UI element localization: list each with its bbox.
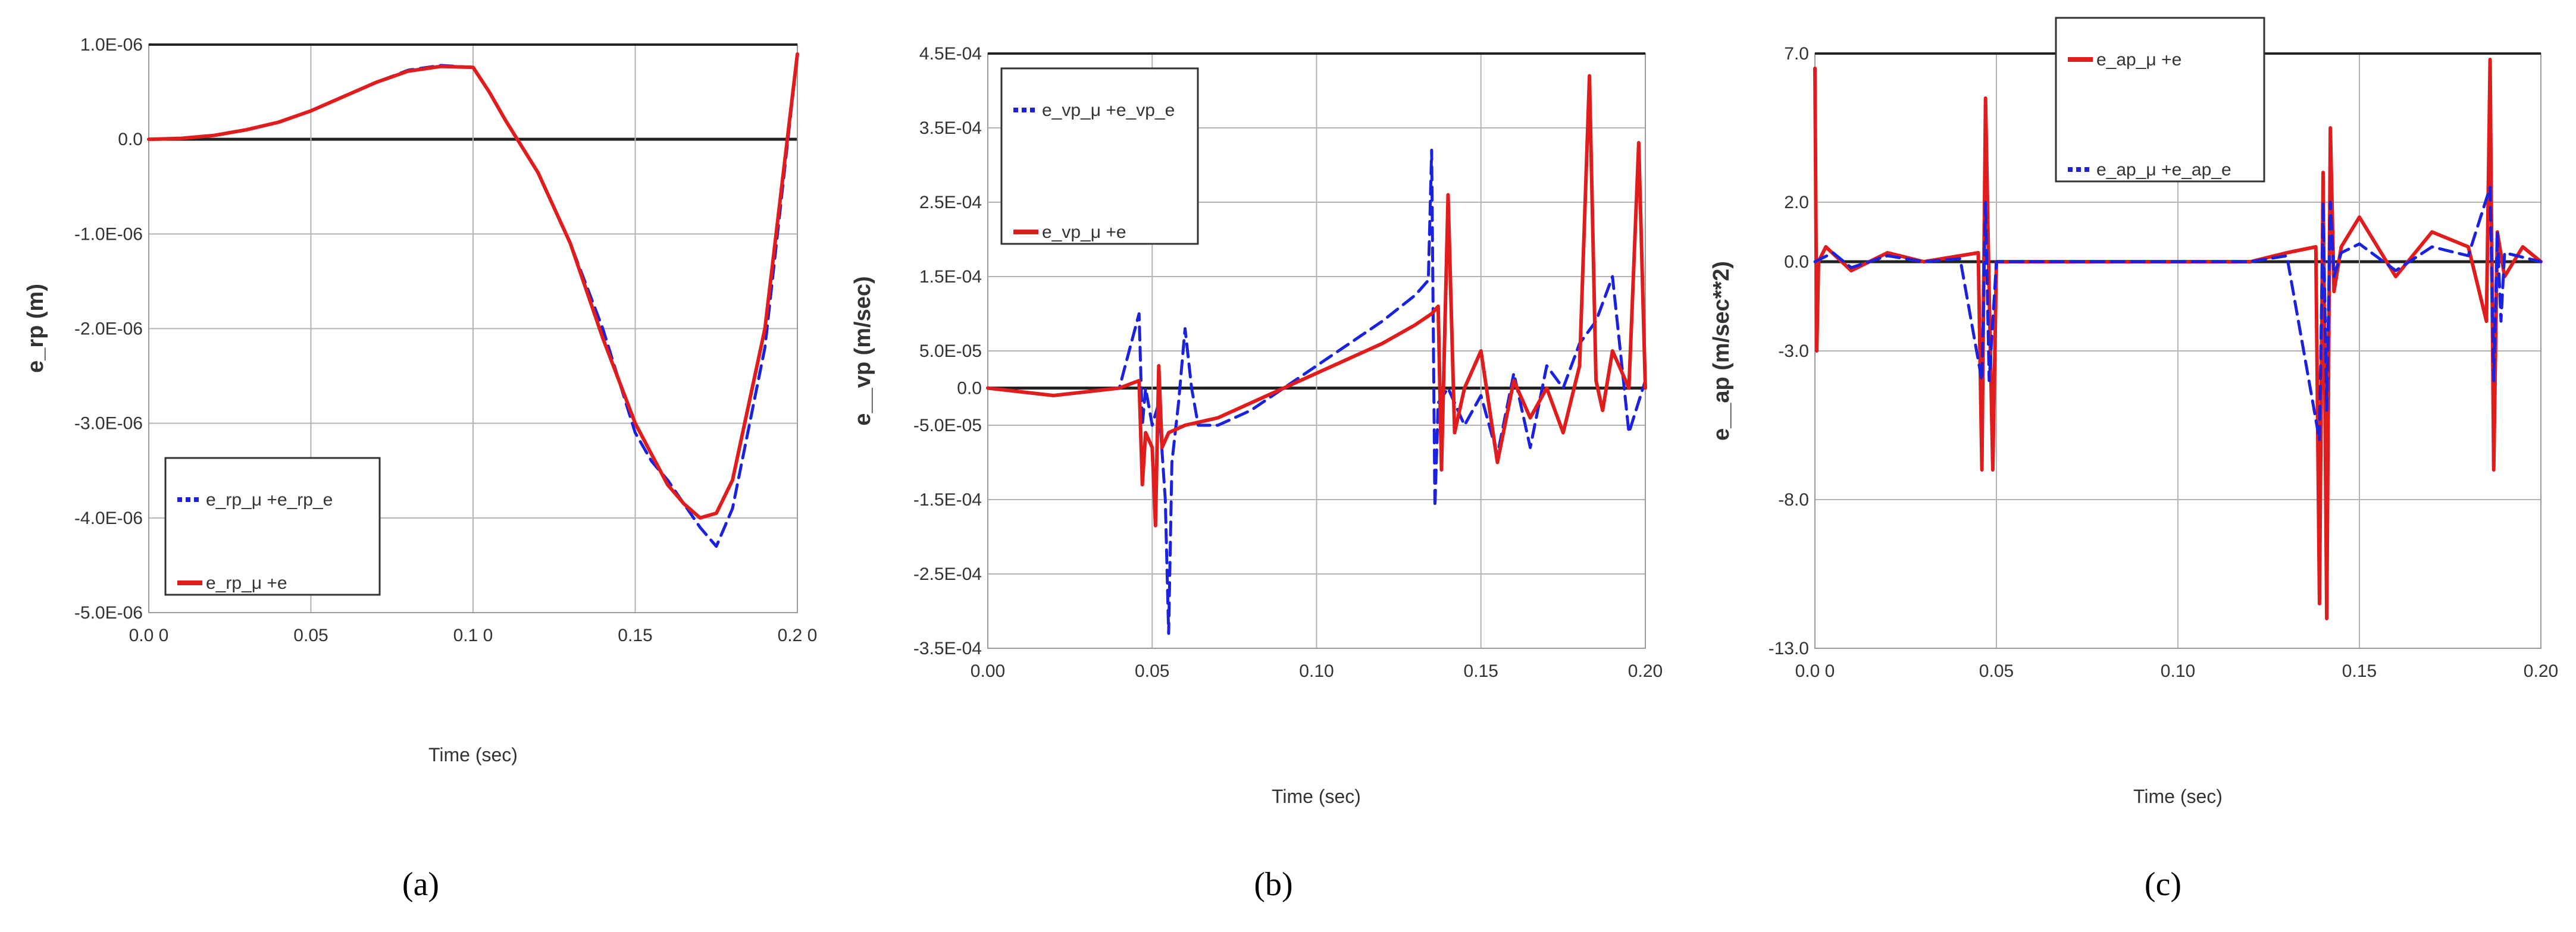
y-tick-label: -5.0E-06 — [74, 603, 143, 623]
x-tick-label: 0.10 — [1299, 661, 1334, 681]
x-axis-label: Time (sec) — [1272, 786, 1361, 807]
y-tick-label: -3.0E-06 — [74, 414, 143, 434]
y-tick-label: -5.0E-05 — [913, 416, 982, 435]
y-tick-label: 1.5E-04 — [919, 267, 982, 287]
y-tick-label: 4.5E-04 — [919, 44, 982, 64]
y-tick-label: 0.0 — [957, 379, 982, 398]
legend-box — [2055, 17, 2265, 183]
y-tick-label: -2.5E-04 — [913, 564, 982, 584]
x-tick-label: 0.2 0 — [778, 626, 818, 645]
x-tick-label: 0.15 — [618, 626, 652, 645]
legend: e_rp_μ +e_rp_e e_rp_μ +e — [164, 457, 381, 596]
y-tick-label: 0.0 — [118, 130, 143, 149]
x-tick-label: 0.00 — [971, 661, 1005, 681]
y-axis-label: e_rp (m) — [23, 284, 48, 373]
x-axis-label: Time (sec) — [2133, 786, 2223, 807]
y-tick-label: -4.0E-06 — [74, 509, 143, 528]
y-tick-label: -13.0 — [1769, 639, 1809, 658]
x-tick-label: 0.10 — [2161, 661, 2195, 681]
y-tick-label: 2.0 — [1784, 193, 1809, 212]
legend-box — [164, 457, 381, 596]
x-tick-label: 0.20 — [1628, 661, 1663, 681]
y-tick-label: 0.0 — [1784, 252, 1809, 272]
y-axis-label: e__vp (m/sec) — [850, 276, 875, 425]
legend-label: e_vp_μ +e_vp_e — [1042, 101, 1175, 120]
series-line-1 — [986, 149, 1647, 635]
series-line-1 — [1813, 58, 2543, 620]
legend: e_vp_μ +e_vp_e e_vp_μ +e — [1000, 67, 1199, 245]
series-line-2 — [986, 74, 1647, 528]
series-line-2 — [147, 52, 799, 520]
x-tick-label: 0.20 — [2524, 661, 2558, 681]
x-tick-label: 0.15 — [1464, 661, 1498, 681]
y-tick-label: 7.0 — [1784, 44, 1809, 64]
chart-panel-1: 1.0E-06 0.0 -1.0E-06 -2.0E-06 -3.0E-06 -4.0E-… — [23, 35, 817, 903]
y-tick-label: 5.0E-05 — [919, 341, 982, 361]
y-tick-label: -3.0 — [1778, 341, 1809, 361]
x-tick-label: 0.05 — [1979, 661, 2014, 681]
y-tick-label: 1.0E-06 — [80, 35, 143, 55]
legend: e_ap_μ +e e_ap_μ +e_ap_e — [2055, 17, 2265, 183]
legend-box — [1000, 67, 1199, 245]
x-tick-label: 0.05 — [293, 626, 328, 645]
x-tick-label: 0.0 0 — [129, 626, 169, 645]
y-tick-label: -1.0E-06 — [74, 224, 143, 244]
legend-label: e_rp_μ +e_rp_e — [206, 490, 333, 510]
x-axis-label: Time (sec) — [428, 744, 518, 765]
legend-label: e_ap_μ +e — [2096, 50, 2181, 70]
y-tick-label: 3.5E-04 — [919, 118, 982, 138]
y-tick-label: 2.5E-04 — [919, 193, 982, 212]
y-tick-label: -2.0E-06 — [74, 319, 143, 339]
y-axis-label: e__ap (m/sec**2) — [1709, 261, 1734, 441]
y-tick-label: -1.5E-04 — [913, 490, 982, 510]
chart-panel-3: 7.0 2.0 0.0 -3.0 -8.0 -13.0 0.0 0 0.05 0.10 0.15 0… — [1709, 17, 2558, 903]
panel-caption: (b) — [1254, 866, 1292, 903]
x-tick-label: 0.15 — [2342, 661, 2377, 681]
x-tick-label: 0.1 0 — [453, 626, 493, 645]
x-tick-label: 0.05 — [1135, 661, 1169, 681]
y-tick-label: -3.5E-04 — [913, 639, 982, 658]
chart-panel-2: 4.5E-04 3.5E-04 2.5E-04 1.5E-04 5.0E-05 0.0 -5… — [850, 44, 1663, 903]
legend-label: e_rp_μ +e — [206, 573, 287, 593]
legend-label: e_vp_μ +e — [1042, 222, 1126, 242]
y-tick-label: -8.0 — [1778, 490, 1809, 510]
x-tick-label: 0.0 0 — [1795, 661, 1835, 681]
series-line-2 — [1813, 186, 2543, 442]
panel-caption: (c) — [2145, 866, 2181, 903]
panel-caption: (a) — [402, 866, 439, 903]
legend-label: e_ap_μ +e_ap_e — [2096, 160, 2231, 180]
